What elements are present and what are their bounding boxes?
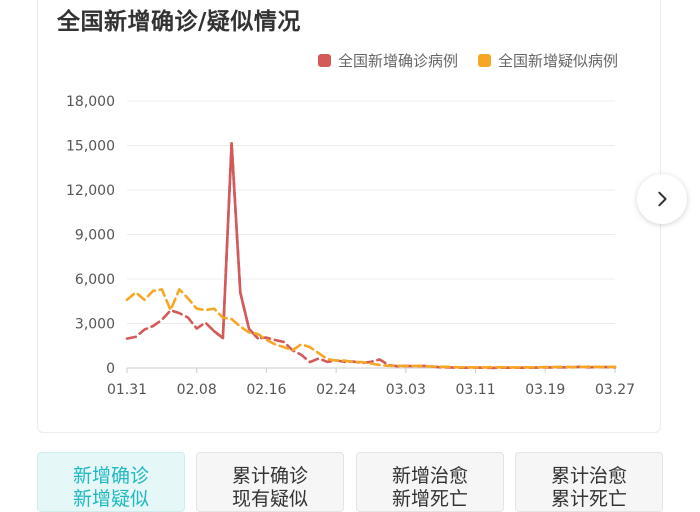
chart-legend: 全国新增确诊病例 全国新增疑似病例 — [317, 50, 618, 71]
legend-swatch-suspected — [477, 54, 491, 67]
series-line-suspected — [125, 288, 617, 369]
x-tick-label: 03.11 — [456, 382, 496, 398]
x-tick-label: 02.08 — [177, 382, 217, 398]
x-tick-label: 03.19 — [525, 382, 565, 398]
tab-label-line1: 累计治愈 — [550, 465, 627, 487]
tab-label-line1: 新增治愈 — [391, 465, 468, 487]
y-tick-label: 12,000 — [66, 183, 115, 199]
tab-new-cured-deaths[interactable]: 新增治愈 新增死亡 — [356, 452, 504, 512]
tab-new-confirmed-suspected[interactable]: 新增确诊 新增疑似 — [37, 452, 185, 512]
metric-tabs: 新增确诊 新增疑似 累计确诊 现有疑似 新增治愈 新增死亡 累计治愈 累计死亡 — [37, 452, 663, 512]
tab-total-confirmed-current-suspected[interactable]: 累计确诊 现有疑似 — [196, 452, 344, 512]
legend-swatch-confirmed — [317, 54, 331, 67]
x-tick-label: 03.27 — [595, 382, 635, 398]
chevron-right-icon — [658, 191, 667, 207]
tab-total-cured-deaths[interactable]: 累计治愈 累计死亡 — [515, 452, 663, 512]
line-chart: 0 3,000 6,000 9,000 12,000 15,000 18,000 01.31 0… — [66, 94, 635, 398]
next-chart-button[interactable] — [637, 174, 687, 224]
legend-label-confirmed: 全国新增确诊病例 — [337, 52, 458, 70]
x-tick-label: 01.31 — [107, 382, 147, 398]
legend-item-confirmed[interactable]: 全国新增确诊病例 — [317, 50, 458, 71]
x-tick-label: 02.24 — [316, 382, 356, 398]
y-tick-label: 6,000 — [75, 272, 115, 288]
legend-item-suspected[interactable]: 全国新增疑似病例 — [477, 50, 618, 71]
series-line-confirmed-peak — [212, 142, 260, 340]
y-tick-label: 0 — [106, 361, 115, 377]
chart-title: 全国新增确诊/疑似情况 — [57, 9, 301, 35]
y-tick-label: 9,000 — [75, 228, 115, 244]
legend-label-suspected: 全国新增疑似病例 — [497, 52, 618, 70]
y-tick-label: 15,000 — [66, 139, 115, 155]
tab-label-line1: 新增确诊 — [72, 465, 149, 487]
tab-label-line1: 累计确诊 — [231, 465, 308, 487]
series-line-confirmed — [125, 142, 617, 370]
x-tick-label: 02.16 — [246, 382, 286, 398]
y-tick-label: 18,000 — [66, 94, 115, 110]
y-tick-label: 3,000 — [75, 317, 115, 333]
x-tick-label: 03.03 — [386, 382, 426, 398]
